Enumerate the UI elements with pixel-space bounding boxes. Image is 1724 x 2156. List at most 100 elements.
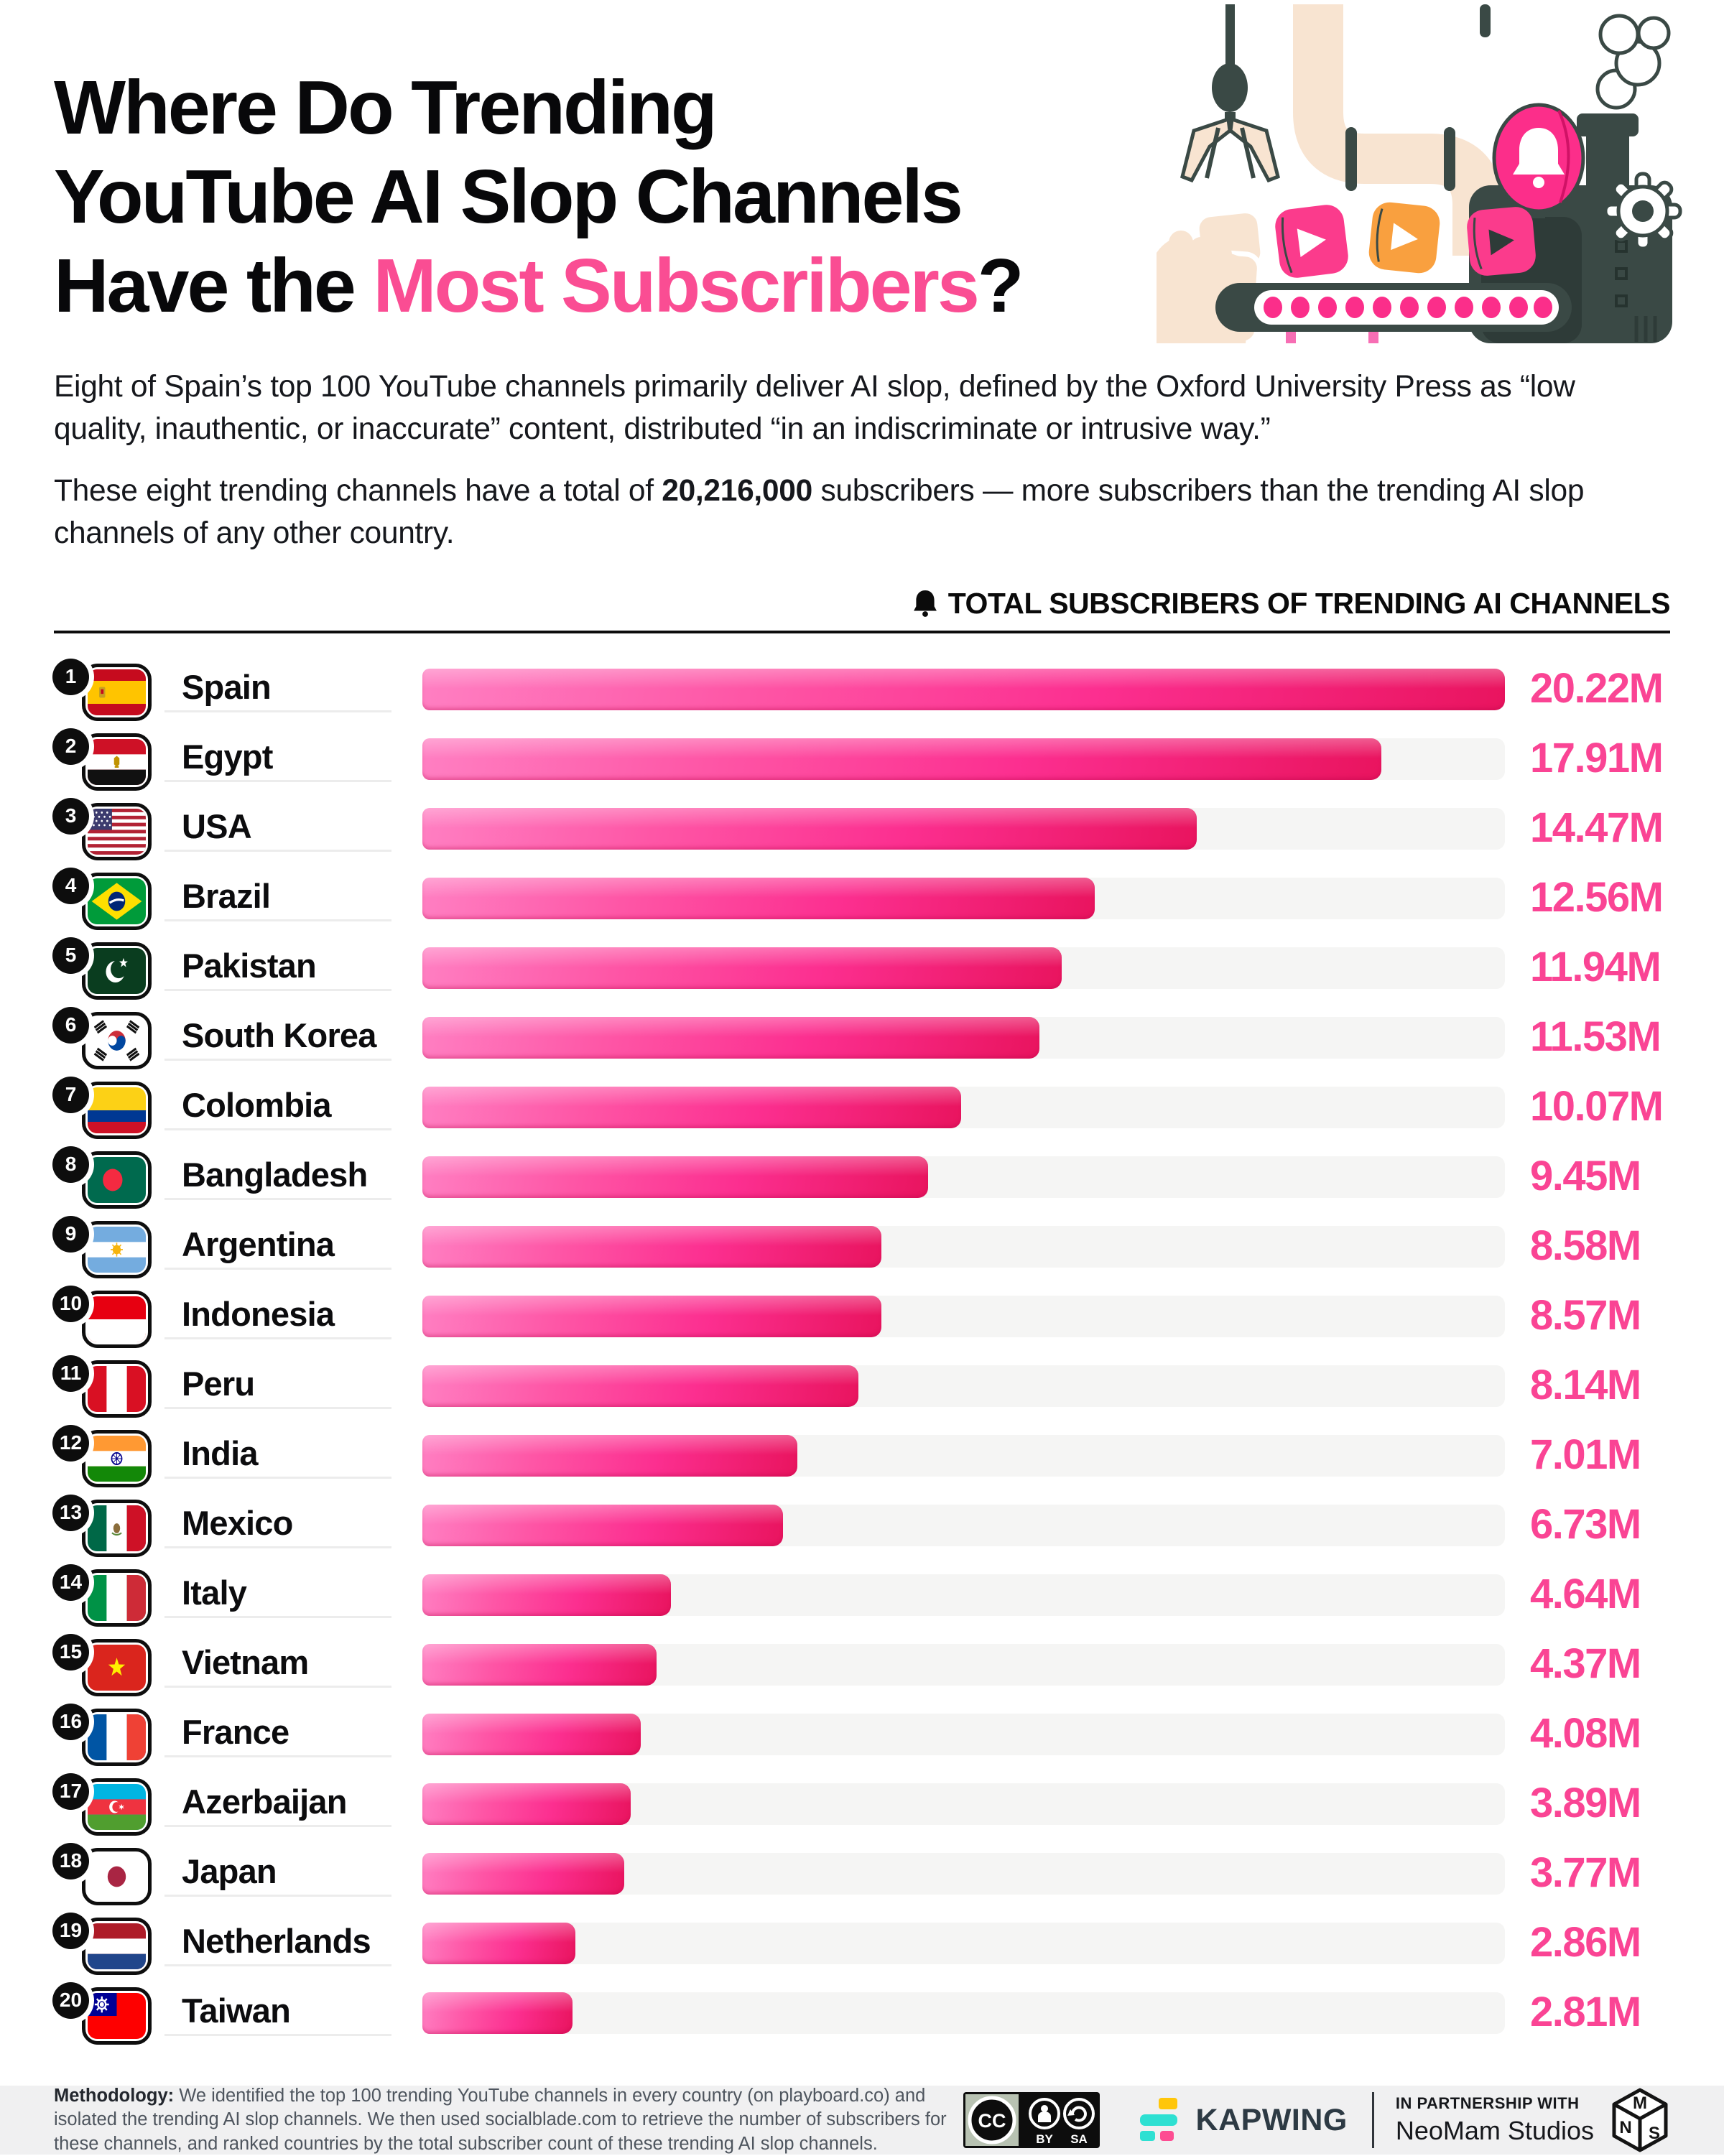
row-underline	[164, 710, 391, 712]
title-block: Where Do Trending YouTube AI Slop Channe…	[54, 0, 1203, 330]
intro-paragraph-2: These eight trending channels have a tot…	[54, 474, 1585, 550]
bar-track	[422, 877, 1505, 919]
row-underline	[164, 1476, 391, 1479]
bar-track	[422, 1783, 1505, 1825]
flag-icon-it	[82, 1569, 152, 1627]
subscriber-total: 20,216,000	[662, 474, 812, 508]
flag-icon-jp	[82, 1847, 152, 1905]
bar-track	[422, 1016, 1505, 1059]
rank-badge: 6	[52, 1006, 89, 1044]
subscriber-bar	[422, 1504, 783, 1546]
flag-icon-mx	[82, 1499, 152, 1557]
value-label: 8.14M	[1530, 1361, 1641, 1408]
row-underline	[164, 1128, 391, 1130]
bar-track	[422, 1156, 1505, 1198]
rank-badge: 3	[52, 797, 89, 835]
subscriber-bar	[422, 1295, 881, 1337]
value-label: 3.89M	[1530, 1779, 1641, 1826]
country-label: Egypt	[182, 737, 273, 776]
factory-illustration	[1157, 4, 1682, 343]
row-underline	[164, 1337, 391, 1339]
rank-badge: 11	[52, 1355, 89, 1392]
row-underline	[164, 1197, 391, 1200]
svg-text:S: S	[1649, 2124, 1660, 2143]
chart-row: 6 South Korea 11.53M	[52, 1006, 1670, 1083]
chart-row: 18 Japan 3.77M	[52, 1842, 1670, 1919]
country-label: Indonesia	[182, 1294, 335, 1333]
methodology-text: Methodology: We identified the top 100 t…	[54, 2085, 947, 2154]
chart-row: 14 Italy 4.64M	[52, 1563, 1670, 1640]
chart-rows: 1 Spain 20.22M 2 Egypt 17.91M 3 USA 14.47M 4 Brazi…	[52, 658, 1670, 2058]
country-label: Peru	[182, 1364, 255, 1403]
flag-icon-in	[82, 1429, 152, 1487]
row-underline	[164, 1406, 391, 1409]
country-label: Vietnam	[182, 1642, 309, 1681]
rank-badge: 12	[52, 1424, 89, 1462]
footer: Methodology: We identified the top 100 t…	[0, 2086, 1724, 2155]
bell-gauge-icon	[1492, 103, 1585, 218]
rank-badge: 16	[52, 1703, 89, 1740]
bar-track	[422, 1713, 1505, 1755]
subscriber-bar	[422, 1434, 798, 1477]
country-label: Netherlands	[182, 1921, 371, 1960]
chart-row: 7 Colombia 10.07M	[52, 1076, 1670, 1153]
bar-track	[422, 668, 1505, 710]
rank-badge: 13	[52, 1494, 89, 1531]
country-label: Mexico	[182, 1503, 293, 1542]
chart-row: 16 France 4.08M	[52, 1703, 1670, 1780]
bar-track	[422, 1922, 1505, 1964]
value-label: 12.56M	[1530, 873, 1664, 921]
value-label: 8.57M	[1530, 1291, 1641, 1339]
chart-row: 17 Azerbaijan 3.89M	[52, 1772, 1670, 1849]
flag-icon-br	[82, 872, 152, 930]
bar-track	[422, 1225, 1505, 1268]
row-underline	[164, 849, 391, 852]
chart-row: 15 Vietnam 4.37M	[52, 1633, 1670, 1710]
value-label: 2.81M	[1530, 1988, 1641, 2035]
subscriber-bar	[422, 1225, 882, 1268]
chart-row: 13 Mexico 6.73M	[52, 1494, 1670, 1571]
chart-row: 9 Argentina 8.58M	[52, 1215, 1670, 1292]
page-title: Where Do Trending YouTube AI Slop Channe…	[54, 65, 1024, 329]
country-label: Spain	[182, 667, 272, 706]
title-highlight: Most Subscribers	[373, 243, 979, 329]
page: Where Do Trending YouTube AI Slop Channe…	[52, 0, 1682, 2058]
value-label: 8.58M	[1530, 1222, 1641, 1269]
chart-row: 3 USA 14.47M	[52, 797, 1670, 874]
bar-track	[422, 947, 1505, 989]
flag-icon-pk	[82, 942, 152, 1000]
rank-badge: 2	[52, 728, 89, 765]
chart-row: 5 Pakistan 11.94M	[52, 937, 1670, 1013]
chart-row: 11 Peru 8.14M	[52, 1355, 1670, 1431]
row-underline	[164, 1267, 391, 1270]
row-underline	[164, 2033, 391, 2036]
subscriber-bar	[422, 1852, 624, 1895]
chart-row: 20 Taiwan 2.81M	[52, 1981, 1670, 2058]
rank-badge: 19	[52, 1912, 89, 1949]
rank-badge: 14	[52, 1563, 89, 1601]
subscriber-bar	[422, 738, 1381, 780]
rank-badge: 20	[52, 1981, 89, 2019]
flag-icon-tw	[82, 1987, 152, 2045]
subscriber-bar	[422, 1922, 576, 1964]
row-underline	[164, 1058, 391, 1061]
subscriber-bar	[422, 1783, 631, 1825]
value-label: 9.45M	[1530, 1152, 1641, 1199]
svg-text:N: N	[1619, 2118, 1631, 2137]
flag-icon-fr	[82, 1708, 152, 1766]
bar-track	[422, 1574, 1505, 1616]
play-button-pink-2	[1467, 207, 1536, 276]
subscriber-bar	[422, 1992, 573, 2034]
row-underline	[164, 1546, 391, 1548]
country-label: Colombia	[182, 1085, 332, 1124]
row-underline	[164, 1615, 391, 1618]
pipe-shape	[1293, 4, 1503, 256]
rank-badge: 17	[52, 1772, 89, 1810]
rank-badge: 1	[52, 658, 89, 695]
rank-badge: 7	[52, 1076, 89, 1113]
row-underline	[164, 779, 391, 782]
flag-icon-eg	[82, 733, 152, 791]
row-underline	[164, 1824, 391, 1827]
chart-row: 4 Brazil 12.56M	[52, 867, 1670, 944]
flag-icon-vn	[82, 1638, 152, 1696]
